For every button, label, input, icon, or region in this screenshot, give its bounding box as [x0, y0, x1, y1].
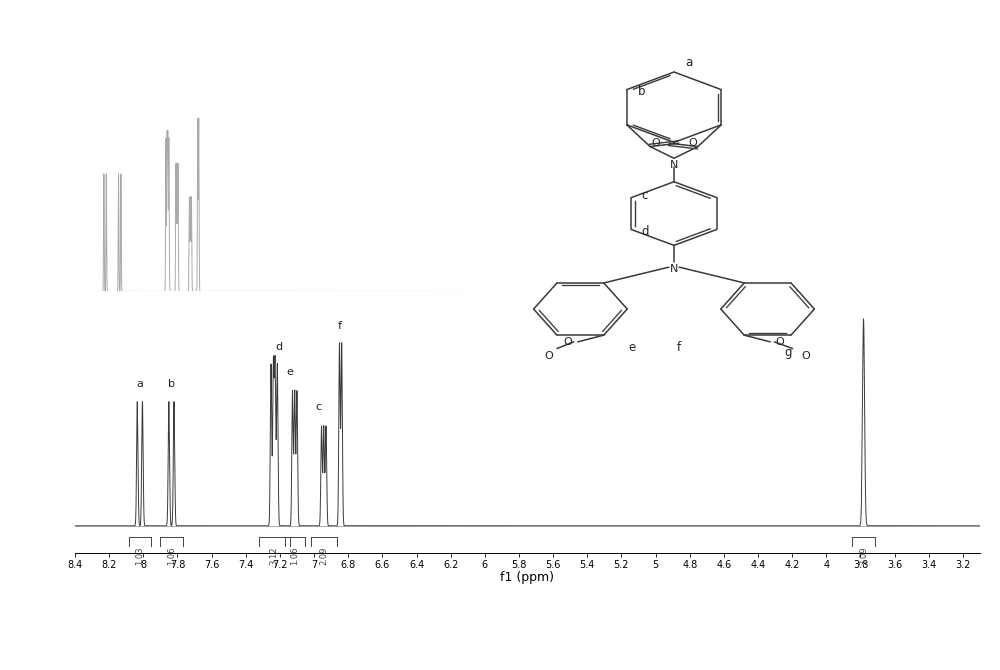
Text: O: O — [545, 351, 554, 361]
Text: b: b — [638, 85, 646, 98]
Text: N: N — [670, 160, 678, 170]
Text: O: O — [564, 337, 573, 347]
Text: f: f — [337, 321, 341, 331]
Text: e: e — [287, 366, 294, 377]
Text: O: O — [651, 138, 660, 148]
Text: f: f — [677, 341, 681, 354]
Text: 3.12: 3.12 — [270, 546, 279, 565]
Text: e: e — [629, 341, 636, 354]
X-axis label: f1 (ppm): f1 (ppm) — [501, 571, 554, 584]
Text: 2.09: 2.09 — [319, 546, 328, 565]
Text: b: b — [168, 379, 175, 389]
Text: a: a — [685, 56, 693, 68]
Text: d: d — [275, 342, 283, 352]
Text: 1.03: 1.03 — [135, 546, 144, 565]
Text: c: c — [642, 190, 648, 202]
Text: O: O — [775, 337, 784, 347]
Text: 1.06: 1.06 — [167, 546, 176, 565]
Text: d: d — [642, 224, 649, 238]
Text: O: O — [688, 138, 697, 148]
Text: 3.09: 3.09 — [859, 546, 868, 565]
Text: 1.06: 1.06 — [290, 546, 299, 565]
Text: g: g — [785, 346, 792, 359]
Text: a: a — [136, 379, 143, 389]
Text: N: N — [670, 264, 678, 274]
Text: c: c — [315, 402, 321, 412]
Text: O: O — [801, 351, 810, 361]
